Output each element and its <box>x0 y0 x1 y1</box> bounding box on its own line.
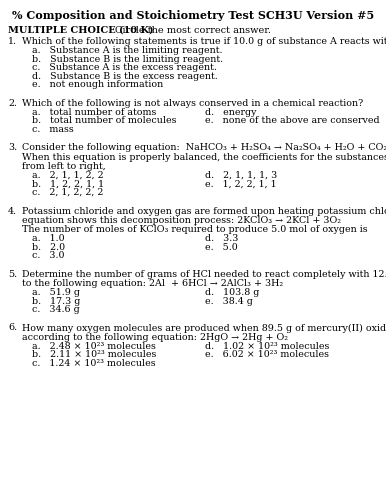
Text: c.   2, 1, 2, 2, 2: c. 2, 1, 2, 2, 2 <box>32 188 103 197</box>
Text: a.   2, 1, 1, 2, 2: a. 2, 1, 1, 2, 2 <box>32 171 103 180</box>
Text: Determine the number of grams of HCl needed to react completely with 12.8 g of a: Determine the number of grams of HCl nee… <box>22 270 386 278</box>
Text: b.   1, 2, 2, 1, 1: b. 1, 2, 2, 1, 1 <box>32 180 104 188</box>
Text: e.   38.4 g: e. 38.4 g <box>205 296 253 306</box>
Text: c.   3.0: c. 3.0 <box>32 251 64 260</box>
Text: 2.: 2. <box>8 98 17 108</box>
Text: When this equation is properly balanced, the coefficients for the substances in : When this equation is properly balanced,… <box>22 152 386 162</box>
Text: c.   1.24 × 10²³ molecules: c. 1.24 × 10²³ molecules <box>32 359 156 368</box>
Text: d.   energy: d. energy <box>205 108 257 117</box>
Text: according to the following equation: 2HgO → 2Hg + O₂: according to the following equation: 2Hg… <box>22 332 288 342</box>
Text: equation shows this decomposition process: 2KClO₃ → 2KCl + 3O₂: equation shows this decomposition proces… <box>22 216 341 224</box>
Text: Which of the following is not always conserved in a chemical reaction?: Which of the following is not always con… <box>22 98 363 108</box>
Text: a.   51.9 g: a. 51.9 g <box>32 288 80 297</box>
Text: b.   2.0: b. 2.0 <box>32 242 65 252</box>
Text: d.   Substance B is the excess reagent.: d. Substance B is the excess reagent. <box>32 72 218 80</box>
Text: b.   2.11 × 10²³ molecules: b. 2.11 × 10²³ molecules <box>32 350 156 360</box>
Text: d.   3.3: d. 3.3 <box>205 234 239 243</box>
Text: a.   Substance A is the limiting reagent.: a. Substance A is the limiting reagent. <box>32 46 222 55</box>
Text: c.   34.6 g: c. 34.6 g <box>32 305 80 314</box>
Text: How many oxygen molecules are produced when 89.5 g of mercury(II) oxide are allo: How many oxygen molecules are produced w… <box>22 324 386 332</box>
Text: The number of moles of KClO₃ required to produce 5.0 mol of oxygen is: The number of moles of KClO₃ required to… <box>22 225 367 234</box>
Text: a.   total number of atoms: a. total number of atoms <box>32 108 156 117</box>
Text: d.   103.8 g: d. 103.8 g <box>205 288 259 297</box>
Text: Which of the following statements is true if 10.0 g of substance A reacts with 1: Which of the following statements is tru… <box>22 37 386 46</box>
Text: Circle the most correct answer.: Circle the most correct answer. <box>115 26 271 35</box>
Text: 1.: 1. <box>8 37 17 46</box>
Text: 3.: 3. <box>8 144 17 152</box>
Text: c.   mass: c. mass <box>32 125 74 134</box>
Text: MULTIPLE CHOICE (10 K): MULTIPLE CHOICE (10 K) <box>8 26 154 35</box>
Text: Consider the following equation:  NaHCO₃ + H₂SO₄ → Na₂SO₄ + H₂O + CO₂: Consider the following equation: NaHCO₃ … <box>22 144 386 152</box>
Text: 6.: 6. <box>8 324 17 332</box>
Text: a.   2.48 × 10²³ molecules: a. 2.48 × 10²³ molecules <box>32 342 156 351</box>
Text: e.   1, 2, 2, 1, 1: e. 1, 2, 2, 1, 1 <box>205 180 277 188</box>
Text: b.   total number of molecules: b. total number of molecules <box>32 116 176 126</box>
Text: e.   6.02 × 10²³ molecules: e. 6.02 × 10²³ molecules <box>205 350 329 360</box>
Text: e.   5.0: e. 5.0 <box>205 242 238 252</box>
Text: b.   Substance B is the limiting reagent.: b. Substance B is the limiting reagent. <box>32 54 223 64</box>
Text: c.   Substance A is the excess reagent.: c. Substance A is the excess reagent. <box>32 63 217 72</box>
Text: d.   2, 1, 1, 1, 3: d. 2, 1, 1, 1, 3 <box>205 171 277 180</box>
Text: % Composition and Stoichiometry Test SCH3U Version #5: % Composition and Stoichiometry Test SCH… <box>12 10 374 21</box>
Text: 5.: 5. <box>8 270 17 278</box>
Text: d.   1.02 × 10²³ molecules: d. 1.02 × 10²³ molecules <box>205 342 329 351</box>
Text: from left to right,: from left to right, <box>22 162 106 171</box>
Text: a.   1.0: a. 1.0 <box>32 234 64 243</box>
Text: b.   17.3 g: b. 17.3 g <box>32 296 80 306</box>
Text: to the following equation: 2Al  + 6HCl → 2AlCl₃ + 3H₂: to the following equation: 2Al + 6HCl → … <box>22 279 283 288</box>
Text: e.   not enough information: e. not enough information <box>32 80 163 89</box>
Text: Potassium chloride and oxygen gas are formed upon heating potassium chlorate. Th: Potassium chloride and oxygen gas are fo… <box>22 206 386 216</box>
Text: e.   none of the above are conserved: e. none of the above are conserved <box>205 116 379 126</box>
Text: 4.: 4. <box>8 206 17 216</box>
